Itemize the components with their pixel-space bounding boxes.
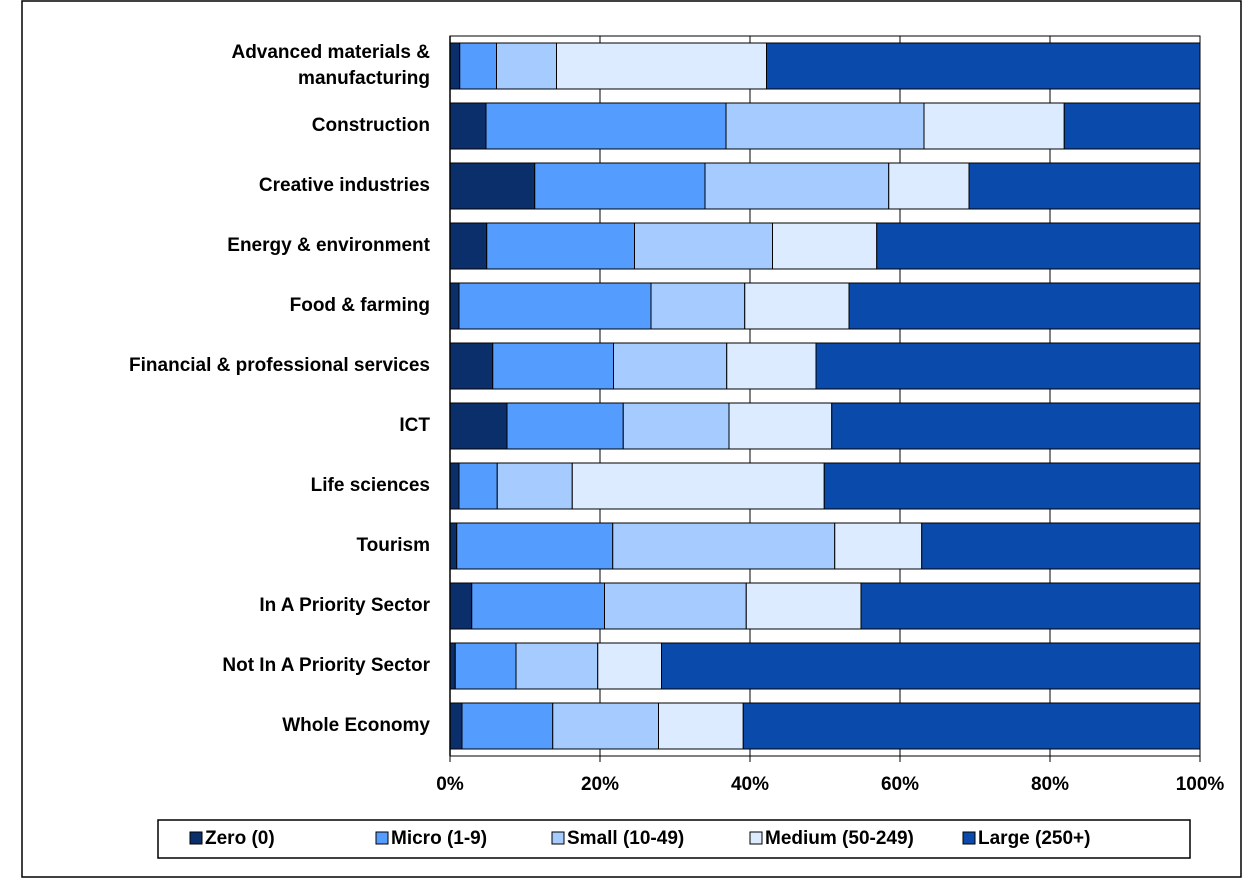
bar-segment [552,702,659,750]
y-tick-label: Construction [312,115,430,136]
legend-swatch [189,831,203,845]
legend-label: Large (250+) [978,828,1090,849]
bar-segment [888,162,970,210]
bar-segment [506,402,624,450]
legend-swatch [375,831,389,845]
bar-segment [597,642,662,690]
legend-box [157,819,1191,859]
bar-segment [726,342,817,390]
bar-segment [571,462,825,510]
bar-segment [458,462,498,510]
x-tick-label: 0% [436,774,464,795]
bar-segment [449,162,536,210]
bar-segment [834,522,923,570]
bar-segment [1063,102,1201,150]
bar-segment [515,642,599,690]
bar-segment [815,342,1201,390]
y-tick-label: Life sciences [311,475,430,496]
bar-segment [831,402,1201,450]
y-tick-label: Food & farming [290,295,430,316]
bar-segment [848,282,1201,330]
bar-segment [449,402,508,450]
bar-segment [486,222,635,270]
bar-segment [454,642,517,690]
legend-swatch [962,831,976,845]
bar-segment [449,462,460,510]
bar-segment [496,42,557,90]
bar-segment [704,162,890,210]
bar-segment [485,102,727,150]
bar-segment [449,222,488,270]
bar-segment [449,102,487,150]
bar-segment [766,42,1201,90]
bar-segment [449,42,461,90]
bar-segment [923,102,1065,150]
bar-segment [921,522,1201,570]
x-tick-label: 40% [731,774,769,795]
bar-segment [650,282,746,330]
legend-swatch [749,831,763,845]
bar-segment [823,462,1201,510]
bar-segment [661,642,1201,690]
bar-segment [860,582,1201,630]
bar-segment [449,522,458,570]
bar-segment [612,522,836,570]
x-tick-label: 60% [881,774,919,795]
bar-segment [556,42,767,90]
bar-segment [745,582,862,630]
bar-segment [461,702,554,750]
bar-segment [634,222,773,270]
bar-segment [613,342,728,390]
bar-segment [449,582,473,630]
legend-swatch [551,831,565,845]
legend-label: Micro (1-9) [391,828,487,849]
y-tick-label: Not In A Priority Sector [222,655,430,676]
x-tick-label: 80% [1031,774,1069,795]
bar-segment [458,282,652,330]
bar-segment [728,402,833,450]
legend-label: Small (10-49) [567,828,684,849]
y-tick-label: Tourism [356,535,430,556]
bar-segment [471,582,605,630]
bar-segment [622,402,730,450]
bar-segment [496,462,573,510]
bar-segment [449,282,460,330]
bar-segment [459,42,497,90]
bar-segment [456,522,614,570]
bar-segment [604,582,747,630]
y-tick-label: Financial & professional services [129,355,430,376]
bar-segment [725,102,925,150]
legend-label: Zero (0) [205,828,275,849]
x-tick-label: 100% [1176,774,1225,795]
y-tick-label: ICT [399,415,430,436]
bar-segment [492,342,614,390]
bar-segment [876,222,1201,270]
y-tick-label: Creative industries [259,175,430,196]
bar-segment [744,282,850,330]
y-tick-label: Advanced materials & manufacturing [231,42,430,89]
y-tick-label: Energy & environment [227,235,430,256]
x-tick-label: 20% [581,774,619,795]
y-tick-label: In A Priority Sector [259,595,430,616]
bar-segment [658,702,744,750]
bar-segment [449,342,494,390]
bar-segment [968,162,1201,210]
bar-segment [449,702,463,750]
legend-label: Medium (50-249) [765,828,914,849]
bar-segment [742,702,1201,750]
y-tick-label: Whole Economy [282,715,430,736]
bar-segment [534,162,706,210]
bar-segment [449,642,456,690]
bar-segment [772,222,878,270]
